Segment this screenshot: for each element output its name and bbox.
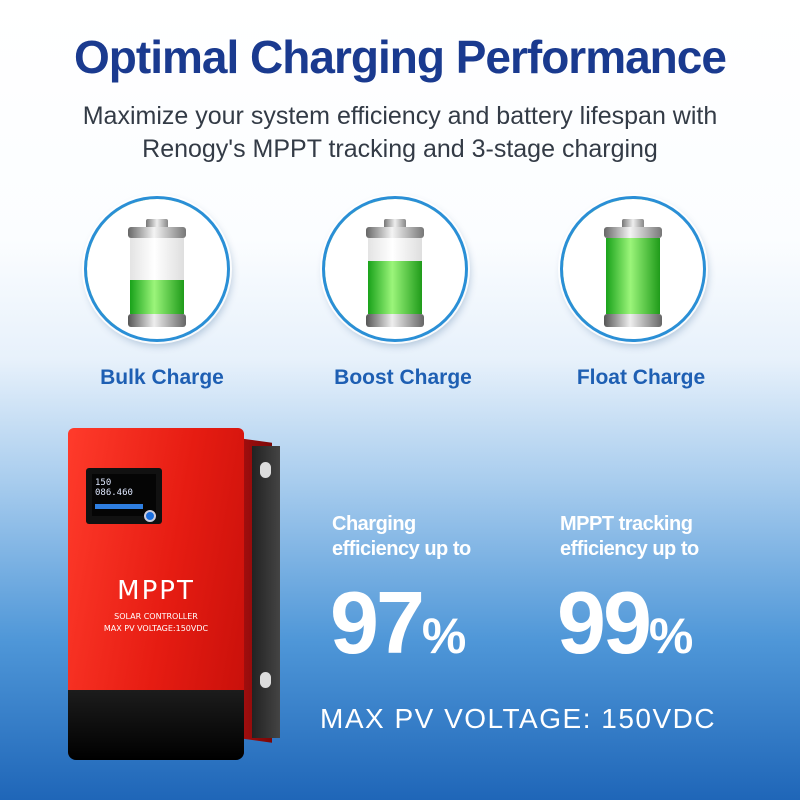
- value-unit: %: [648, 608, 694, 664]
- device-line-1: SOLAR CONTROLLER: [114, 612, 198, 621]
- battery-half-icon: [128, 219, 186, 327]
- boost-charge-circle: [322, 196, 468, 342]
- caption-line-1: MPPT tracking: [560, 513, 693, 535]
- battery-full-icon: [604, 219, 662, 327]
- mounting-bracket: [252, 446, 280, 738]
- bulk-charge-circle: [84, 196, 230, 342]
- caption-line-2: efficiency up to: [560, 538, 699, 560]
- device-line-2: MAX PV VOLTAGE:150VDC: [103, 624, 209, 633]
- charging-efficiency-caption: Charging efficiency up to: [332, 512, 552, 562]
- battery-high-icon: [366, 219, 424, 327]
- controller-button: [144, 510, 156, 522]
- mppt-efficiency-caption: MPPT tracking efficiency up to: [560, 512, 780, 562]
- subtitle-line-1: Maximize your system efficiency and batt…: [82, 102, 718, 130]
- value-unit: %: [421, 608, 467, 664]
- mppt-efficiency-value: 99%: [557, 572, 693, 674]
- float-charge-circle: [560, 196, 706, 342]
- value-number: 99: [557, 573, 652, 672]
- max-pv-voltage-text: MAX PV VOLTAGE: 150VDC: [320, 703, 717, 734]
- float-charge-label: Float Charge: [576, 366, 706, 389]
- bulk-charge-label: Bulk Charge: [100, 366, 224, 389]
- subtitle-line-2: Renogy's MPPT tracking and 3-stage charg…: [142, 135, 658, 163]
- boost-charge-label: Boost Charge: [334, 366, 472, 389]
- page-subtitle: Maximize your system efficiency and batt…: [0, 100, 800, 166]
- charging-efficiency-value: 97%: [330, 572, 466, 674]
- display-reading: 150 086.460: [95, 478, 133, 498]
- caption-line-1: Charging: [332, 513, 416, 535]
- page-title: Optimal Charging Performance: [74, 31, 727, 83]
- device-brand: MPPT: [117, 576, 195, 606]
- mppt-controller-image: 150 086.460 MPPT SOLAR CONTROLLER MAX PV…: [62, 428, 292, 768]
- value-number: 97: [330, 573, 425, 672]
- caption-line-2: efficiency up to: [332, 538, 471, 560]
- controller-display: 150 086.460: [86, 468, 162, 524]
